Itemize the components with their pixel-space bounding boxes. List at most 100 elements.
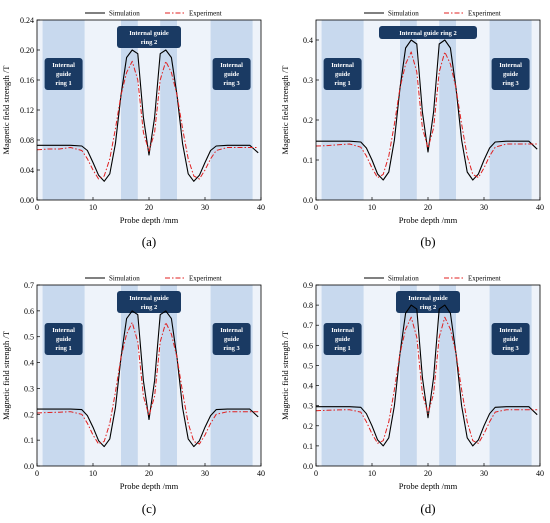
x-tick-label: 20 (145, 203, 153, 212)
region-label-1: Internal guide ring 1 (323, 323, 362, 355)
series-line-experiment (36, 60, 259, 180)
guide-ring-gap (416, 285, 440, 466)
x-axis-label: Probe depth /mm (399, 481, 458, 491)
x-tick-label: 0 (314, 469, 318, 478)
y-tick-label: 0.2 (24, 410, 34, 419)
region-label-box (323, 323, 362, 355)
y-tick-label: 0.3 (303, 402, 313, 411)
region-label-1: Internal guide ring 1 (44, 58, 83, 90)
region-label-text: Internal (52, 327, 75, 334)
y-tick-label: 0.16 (20, 76, 34, 85)
region-label-text: Internal (331, 62, 354, 69)
x-tick-label: 40 (257, 469, 265, 478)
x-tick-label: 40 (536, 469, 544, 478)
region-label-text: Internal (499, 327, 522, 334)
y-tick-label: 0.7 (303, 321, 313, 330)
series-line-experiment (315, 51, 538, 179)
x-axis-label: Probe depth /mm (120, 481, 179, 491)
region-label-text: guide (56, 71, 71, 78)
guide-ring-gap (137, 285, 161, 466)
region-label-text: ring 3 (502, 80, 519, 87)
y-tick-label: 0.3 (24, 384, 34, 393)
series-line-simulation (37, 310, 259, 448)
region-label-box (491, 58, 530, 90)
x-tick-label: 30 (480, 469, 488, 478)
legend-label-experiment: Experiment (189, 275, 222, 283)
y-tick-label: 0.5 (303, 361, 313, 370)
region-label-3: Internal guide ring 3 (491, 58, 530, 90)
y-axis-label: Magnetic field strength /T (1, 330, 11, 420)
y-tick-label: 0.0 (24, 462, 34, 471)
x-axis-label: Probe depth /mm (399, 215, 458, 225)
guide-ring-region (210, 20, 253, 200)
x-tick-label: 20 (145, 469, 153, 478)
region-label-text: guide (56, 336, 71, 343)
y-tick-label: 0.24 (20, 16, 34, 25)
y-tick-label: 0.04 (20, 166, 34, 175)
region-label-text: ring 2 (420, 304, 436, 311)
region-label-text: Internal guide ring 2 (399, 30, 457, 37)
region-label-box (396, 291, 460, 313)
region-label-text: Internal (499, 62, 522, 69)
x-tick-label: 20 (424, 203, 432, 212)
y-tick-label: 0.6 (303, 341, 313, 350)
region-label-text: ring 1 (334, 345, 350, 352)
y-tick-label: 0.1 (303, 442, 313, 451)
y-tick-label: 0.1 (24, 436, 34, 445)
guide-ring-region (42, 20, 85, 200)
guide-ring-gap (416, 20, 440, 200)
series-line-simulation (316, 304, 538, 447)
y-tick-label: 0.3 (303, 76, 313, 85)
x-tick-label: 10 (89, 469, 97, 478)
region-label-text: ring 3 (502, 345, 519, 352)
region-label-text: Internal (331, 327, 354, 334)
x-tick-label: 40 (536, 203, 544, 212)
region-label-text: guide (224, 71, 239, 78)
region-label-text: ring 1 (55, 345, 71, 352)
x-tick-label: 10 (368, 203, 376, 212)
region-label-2: Internal guide ring 2 (379, 26, 477, 39)
region-label-box (212, 323, 251, 355)
series-line-experiment (315, 316, 538, 444)
panel-label: (c) (142, 501, 156, 516)
region-label-box (44, 58, 83, 90)
x-tick-label: 10 (89, 203, 97, 212)
region-label-box (379, 26, 477, 39)
region-label-1: Internal guide ring 1 (44, 323, 83, 355)
guide-ring-gap (137, 20, 161, 200)
y-tick-label: 0.20 (20, 46, 34, 55)
legend-label-experiment: Experiment (468, 275, 501, 283)
y-axis-label: Magnetic field strength /T (280, 330, 290, 420)
region-label-text: Internal guide (129, 30, 169, 37)
y-tick-label: 0.0 (303, 462, 313, 471)
region-label-text: Internal (220, 62, 243, 69)
region-label-text: Internal (52, 62, 75, 69)
x-tick-label: 0 (35, 203, 39, 212)
y-tick-label: 0.9 (303, 281, 313, 290)
region-label-box (212, 58, 251, 90)
region-label-text: ring 1 (55, 80, 71, 87)
region-label-3: Internal guide ring 3 (212, 323, 251, 355)
x-tick-label: 10 (368, 469, 376, 478)
region-label-box (491, 323, 530, 355)
guide-ring-region (42, 285, 85, 466)
x-tick-label: 30 (480, 203, 488, 212)
region-label-3: Internal guide ring 3 (491, 323, 530, 355)
panel-label: (a) (142, 234, 156, 249)
legend-label-experiment: Experiment (468, 10, 501, 18)
panel-label: (b) (420, 234, 435, 249)
x-tick-label: 30 (201, 203, 209, 212)
y-tick-label: 0.5 (24, 333, 34, 342)
region-label-text: ring 2 (141, 39, 157, 46)
y-tick-label: 0.4 (303, 382, 313, 391)
guide-ring-region (489, 20, 532, 200)
y-tick-label: 0.2 (303, 116, 313, 125)
legend-label-simulation: Simulation (109, 10, 140, 18)
series-line-simulation (316, 39, 538, 181)
region-label-text: ring 3 (223, 345, 240, 352)
region-label-2: Internal guide ring 2 (117, 26, 181, 48)
guide-ring-region (321, 20, 364, 200)
